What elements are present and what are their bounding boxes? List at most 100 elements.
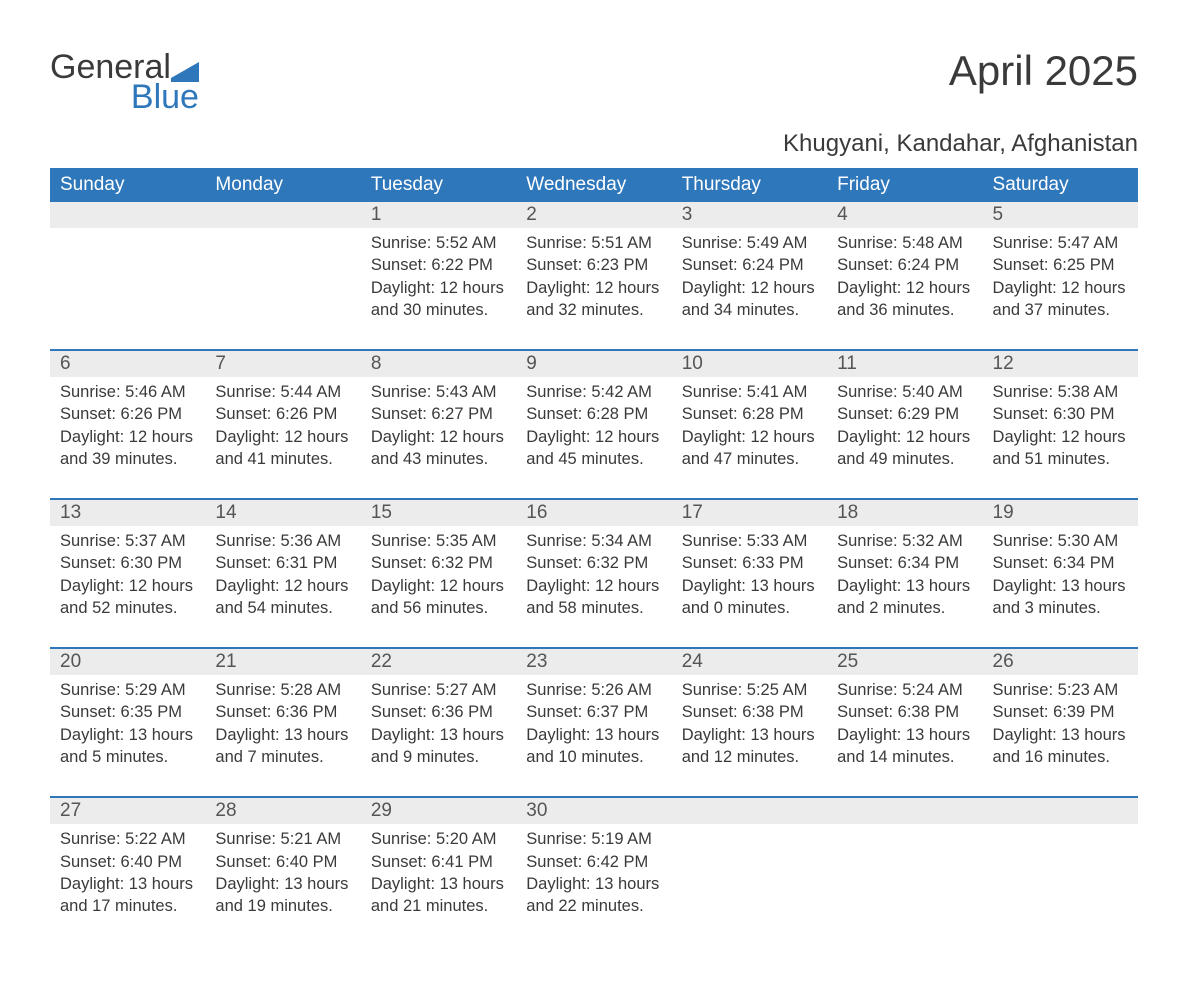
day-details: Sunrise: 5:33 AMSunset: 6:33 PMDaylight:…: [672, 526, 827, 648]
day-number: 6: [50, 350, 205, 377]
location-text: Khugyani, Kandahar, Afghanistan: [50, 130, 1138, 158]
day-detail-line: Sunrise: 5:19 AM: [526, 828, 661, 850]
day-detail-line: Daylight: 12 hours and 47 minutes.: [682, 426, 817, 471]
day-number: 17: [672, 499, 827, 526]
day-number: 8: [361, 350, 516, 377]
day-details: Sunrise: 5:34 AMSunset: 6:32 PMDaylight:…: [516, 526, 671, 648]
day-detail-line: Sunset: 6:30 PM: [60, 552, 195, 574]
day-details: [50, 228, 205, 350]
day-detail-line: Daylight: 12 hours and 37 minutes.: [993, 277, 1128, 322]
day-number: 24: [672, 648, 827, 675]
calendar-table: SundayMondayTuesdayWednesdayThursdayFrid…: [50, 168, 1138, 945]
week-daynum-row: 20212223242526: [50, 648, 1138, 675]
brand-logo: General Blue: [50, 50, 199, 114]
week-detail-row: Sunrise: 5:37 AMSunset: 6:30 PMDaylight:…: [50, 526, 1138, 648]
week-detail-row: Sunrise: 5:22 AMSunset: 6:40 PMDaylight:…: [50, 824, 1138, 945]
month-title: April 2025: [949, 50, 1138, 92]
day-detail-line: Daylight: 12 hours and 41 minutes.: [215, 426, 350, 471]
day-detail-line: Daylight: 12 hours and 43 minutes.: [371, 426, 506, 471]
day-detail-line: Sunrise: 5:44 AM: [215, 381, 350, 403]
day-number: 2: [516, 202, 671, 228]
day-details: Sunrise: 5:29 AMSunset: 6:35 PMDaylight:…: [50, 675, 205, 797]
day-detail-line: Sunset: 6:28 PM: [526, 403, 661, 425]
brand-word2: Blue: [122, 80, 199, 114]
day-number: 18: [827, 499, 982, 526]
day-detail-line: Daylight: 13 hours and 10 minutes.: [526, 724, 661, 769]
day-details: Sunrise: 5:51 AMSunset: 6:23 PMDaylight:…: [516, 228, 671, 350]
day-details: Sunrise: 5:38 AMSunset: 6:30 PMDaylight:…: [983, 377, 1138, 499]
day-detail-line: Sunrise: 5:43 AM: [371, 381, 506, 403]
day-detail-line: Sunrise: 5:30 AM: [993, 530, 1128, 552]
day-detail-line: Sunset: 6:30 PM: [993, 403, 1128, 425]
weekday-header: Monday: [205, 168, 360, 202]
day-detail-line: Sunset: 6:37 PM: [526, 701, 661, 723]
day-details: Sunrise: 5:37 AMSunset: 6:30 PMDaylight:…: [50, 526, 205, 648]
day-number: 3: [672, 202, 827, 228]
day-detail-line: Daylight: 12 hours and 34 minutes.: [682, 277, 817, 322]
week-detail-row: Sunrise: 5:46 AMSunset: 6:26 PMDaylight:…: [50, 377, 1138, 499]
day-number: 27: [50, 797, 205, 824]
day-number: [983, 797, 1138, 824]
day-detail-line: Sunrise: 5:21 AM: [215, 828, 350, 850]
day-number: 7: [205, 350, 360, 377]
day-detail-line: Sunset: 6:26 PM: [215, 403, 350, 425]
day-detail-line: Sunset: 6:24 PM: [837, 254, 972, 276]
day-number: 14: [205, 499, 360, 526]
day-detail-line: Sunrise: 5:32 AM: [837, 530, 972, 552]
day-details: [983, 824, 1138, 945]
day-detail-line: Sunset: 6:35 PM: [60, 701, 195, 723]
day-detail-line: Sunset: 6:38 PM: [837, 701, 972, 723]
day-details: Sunrise: 5:32 AMSunset: 6:34 PMDaylight:…: [827, 526, 982, 648]
day-detail-line: Sunset: 6:36 PM: [215, 701, 350, 723]
day-details: Sunrise: 5:42 AMSunset: 6:28 PMDaylight:…: [516, 377, 671, 499]
day-details: Sunrise: 5:47 AMSunset: 6:25 PMDaylight:…: [983, 228, 1138, 350]
day-detail-line: Sunrise: 5:26 AM: [526, 679, 661, 701]
weekday-header: Saturday: [983, 168, 1138, 202]
day-detail-line: Sunrise: 5:41 AM: [682, 381, 817, 403]
day-number: [205, 202, 360, 228]
day-number: 11: [827, 350, 982, 377]
day-detail-line: Daylight: 13 hours and 3 minutes.: [993, 575, 1128, 620]
day-number: 21: [205, 648, 360, 675]
day-detail-line: Daylight: 13 hours and 16 minutes.: [993, 724, 1128, 769]
day-number: 28: [205, 797, 360, 824]
day-detail-line: Sunset: 6:34 PM: [993, 552, 1128, 574]
day-detail-line: Daylight: 12 hours and 52 minutes.: [60, 575, 195, 620]
day-number: 25: [827, 648, 982, 675]
day-detail-line: Sunset: 6:22 PM: [371, 254, 506, 276]
day-detail-line: Daylight: 12 hours and 56 minutes.: [371, 575, 506, 620]
day-detail-line: Daylight: 13 hours and 19 minutes.: [215, 873, 350, 918]
day-detail-line: Daylight: 12 hours and 49 minutes.: [837, 426, 972, 471]
day-detail-line: Sunrise: 5:47 AM: [993, 232, 1128, 254]
day-number: 22: [361, 648, 516, 675]
day-detail-line: Sunset: 6:27 PM: [371, 403, 506, 425]
day-detail-line: Daylight: 12 hours and 30 minutes.: [371, 277, 506, 322]
day-detail-line: Sunset: 6:23 PM: [526, 254, 661, 276]
day-detail-line: Sunrise: 5:40 AM: [837, 381, 972, 403]
day-detail-line: Sunset: 6:24 PM: [682, 254, 817, 276]
day-detail-line: Sunrise: 5:25 AM: [682, 679, 817, 701]
day-number: 29: [361, 797, 516, 824]
weekday-header: Friday: [827, 168, 982, 202]
day-detail-line: Sunset: 6:29 PM: [837, 403, 972, 425]
day-detail-line: Sunset: 6:42 PM: [526, 851, 661, 873]
day-detail-line: Daylight: 12 hours and 39 minutes.: [60, 426, 195, 471]
day-detail-line: Sunrise: 5:46 AM: [60, 381, 195, 403]
day-detail-line: Sunrise: 5:28 AM: [215, 679, 350, 701]
weekday-header: Wednesday: [516, 168, 671, 202]
day-number: 4: [827, 202, 982, 228]
day-detail-line: Daylight: 12 hours and 45 minutes.: [526, 426, 661, 471]
day-details: Sunrise: 5:48 AMSunset: 6:24 PMDaylight:…: [827, 228, 982, 350]
day-detail-line: Sunrise: 5:38 AM: [993, 381, 1128, 403]
day-number: 1: [361, 202, 516, 228]
day-detail-line: Daylight: 13 hours and 22 minutes.: [526, 873, 661, 918]
day-details: Sunrise: 5:49 AMSunset: 6:24 PMDaylight:…: [672, 228, 827, 350]
day-number: [827, 797, 982, 824]
day-number: 16: [516, 499, 671, 526]
day-detail-line: Daylight: 13 hours and 0 minutes.: [682, 575, 817, 620]
day-number: 12: [983, 350, 1138, 377]
day-details: Sunrise: 5:23 AMSunset: 6:39 PMDaylight:…: [983, 675, 1138, 797]
day-detail-line: Sunrise: 5:20 AM: [371, 828, 506, 850]
day-number: 13: [50, 499, 205, 526]
day-detail-line: Daylight: 12 hours and 51 minutes.: [993, 426, 1128, 471]
